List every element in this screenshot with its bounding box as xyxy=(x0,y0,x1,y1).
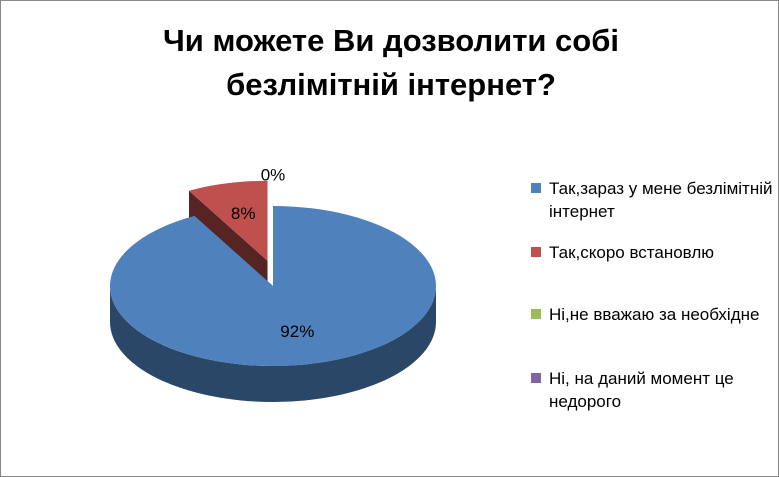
legend-label: Так,скоро встановлю xyxy=(549,243,714,262)
legend-item: Так,зараз у мене безлімітній інтернет xyxy=(531,177,778,223)
chart-title: Чи можете Ви дозволити собі безлімітній … xyxy=(163,23,619,102)
legend-swatch xyxy=(531,373,541,383)
legend-swatch xyxy=(531,247,541,257)
legend-item: Так,скоро встановлю xyxy=(531,241,778,264)
legend-item: Ні,не вважаю за необхідне xyxy=(531,303,778,326)
legend-label: Так,зараз у мене безлімітній інтернет xyxy=(549,179,773,221)
legend-swatch xyxy=(531,183,541,193)
legend-item: Ні, на даний момент це недорого xyxy=(531,367,778,413)
slice-top xyxy=(189,180,268,261)
data-label: 0% xyxy=(261,165,286,184)
legend-label: Ні,не вважаю за необхідне xyxy=(549,305,760,324)
data-label: 8% xyxy=(231,204,256,223)
data-label: 92% xyxy=(280,322,314,341)
slice xyxy=(109,206,437,402)
slice-top xyxy=(109,206,437,366)
legend-label: Ні, на даний момент це недорого xyxy=(549,369,734,411)
slice-side xyxy=(110,286,436,402)
legend-swatch xyxy=(531,309,541,319)
